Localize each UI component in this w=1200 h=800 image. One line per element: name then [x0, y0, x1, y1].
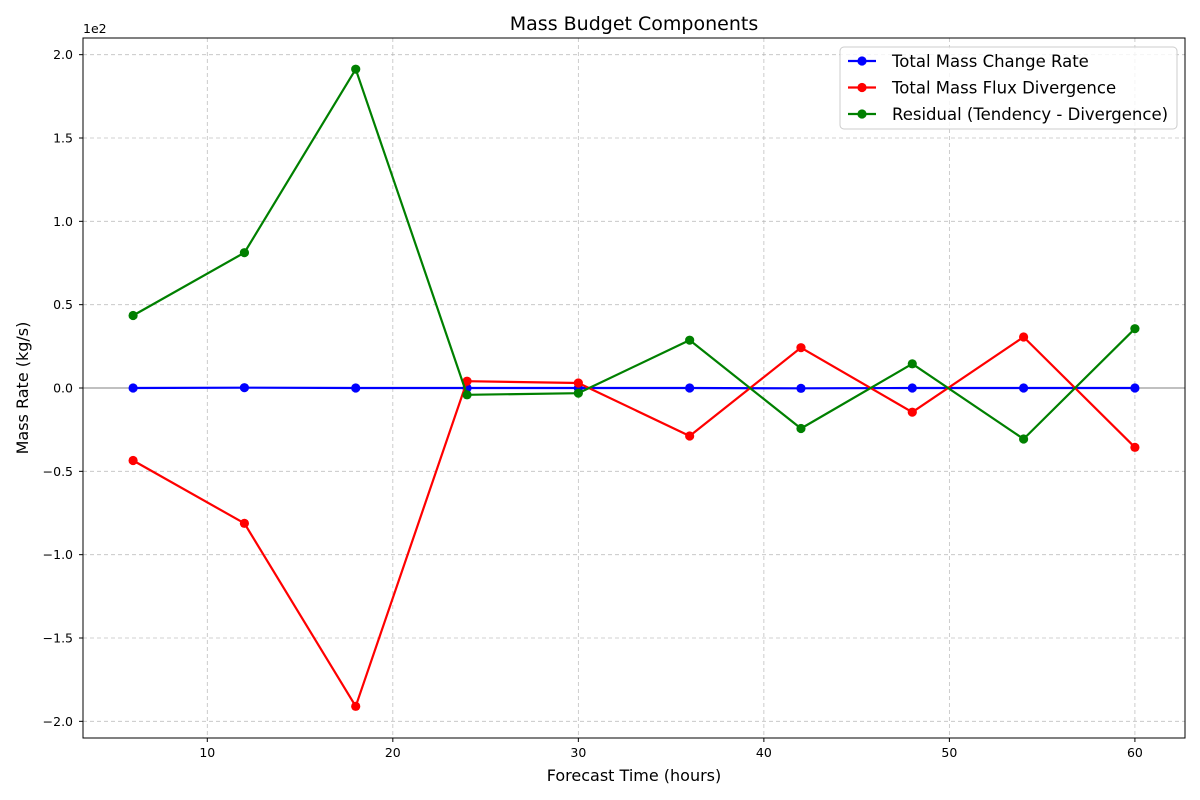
legend-label: Total Mass Change Rate — [891, 52, 1089, 71]
x-axis: 10 20 30 40 50 60 — [199, 738, 1143, 760]
data-point — [462, 376, 472, 386]
legend-swatch-marker — [857, 82, 867, 93]
data-point — [685, 383, 695, 393]
x-tick-label: 60 — [1127, 745, 1143, 760]
y-tick-label: −0.5 — [43, 464, 73, 479]
legend-swatch-marker — [857, 56, 867, 66]
y-tick-label: 0.0 — [53, 381, 73, 396]
data-point — [351, 64, 361, 74]
data-point — [351, 383, 361, 393]
y-axis: −2.0 −1.5 −1.0 −0.5 0.0 0.5 1.0 1.5 2.0 — [43, 47, 83, 729]
y-tick-label: 1.0 — [53, 214, 73, 229]
y-tick-label: −1.0 — [43, 547, 73, 562]
data-point — [1018, 332, 1029, 342]
data-point — [685, 335, 695, 345]
data-point — [462, 390, 472, 400]
y-tick-label: −2.0 — [43, 714, 73, 729]
series-3 — [128, 64, 1140, 444]
y-tick-label: 1.5 — [53, 131, 73, 146]
series-line — [133, 386, 1135, 390]
y-tick-label: 2.0 — [53, 47, 73, 62]
y-tick-label: −1.5 — [43, 631, 73, 646]
data-point — [907, 383, 917, 393]
data-point — [1130, 383, 1140, 393]
data-point — [128, 310, 138, 321]
series-layer — [128, 64, 1140, 711]
y-axis-title: Mass Rate (kg/s) — [13, 322, 32, 455]
legend-label: Residual (Tendency - Divergence) — [892, 105, 1168, 124]
data-point — [239, 518, 250, 528]
y-axis-offset-label: 1e2 — [83, 21, 107, 36]
data-point — [1130, 324, 1140, 334]
data-point — [796, 343, 806, 353]
x-tick-label: 20 — [385, 745, 401, 760]
x-tick-label: 50 — [941, 745, 957, 760]
y-tick-label: 0.5 — [53, 297, 73, 312]
legend-label: Total Mass Flux Divergence — [891, 79, 1116, 98]
legend-swatch-marker — [857, 109, 867, 119]
series-2 — [128, 332, 1140, 711]
data-point — [1130, 442, 1140, 452]
data-point — [128, 455, 138, 466]
data-point — [1018, 434, 1029, 444]
legend: Total Mass Change Rate Total Mass Flux Di… — [839, 46, 1178, 130]
x-tick-label: 10 — [199, 745, 215, 760]
data-point — [907, 359, 917, 369]
x-tick-label: 40 — [756, 745, 772, 760]
series-line — [132, 335, 1136, 708]
legend-box — [839, 46, 1178, 130]
data-point — [573, 378, 583, 388]
data-point — [573, 388, 583, 398]
data-point — [239, 248, 250, 258]
series-line — [132, 68, 1136, 441]
data-point — [128, 383, 138, 393]
x-tick-label: 30 — [570, 745, 586, 760]
data-point — [796, 383, 806, 393]
data-point — [796, 423, 806, 434]
chart-title: Mass Budget Components — [510, 13, 758, 35]
data-point — [907, 407, 917, 417]
x-axis-title: Forecast Time (hours) — [547, 766, 722, 785]
data-point — [351, 701, 361, 711]
data-point — [239, 383, 250, 393]
data-point — [685, 431, 695, 441]
data-point — [1018, 383, 1029, 393]
